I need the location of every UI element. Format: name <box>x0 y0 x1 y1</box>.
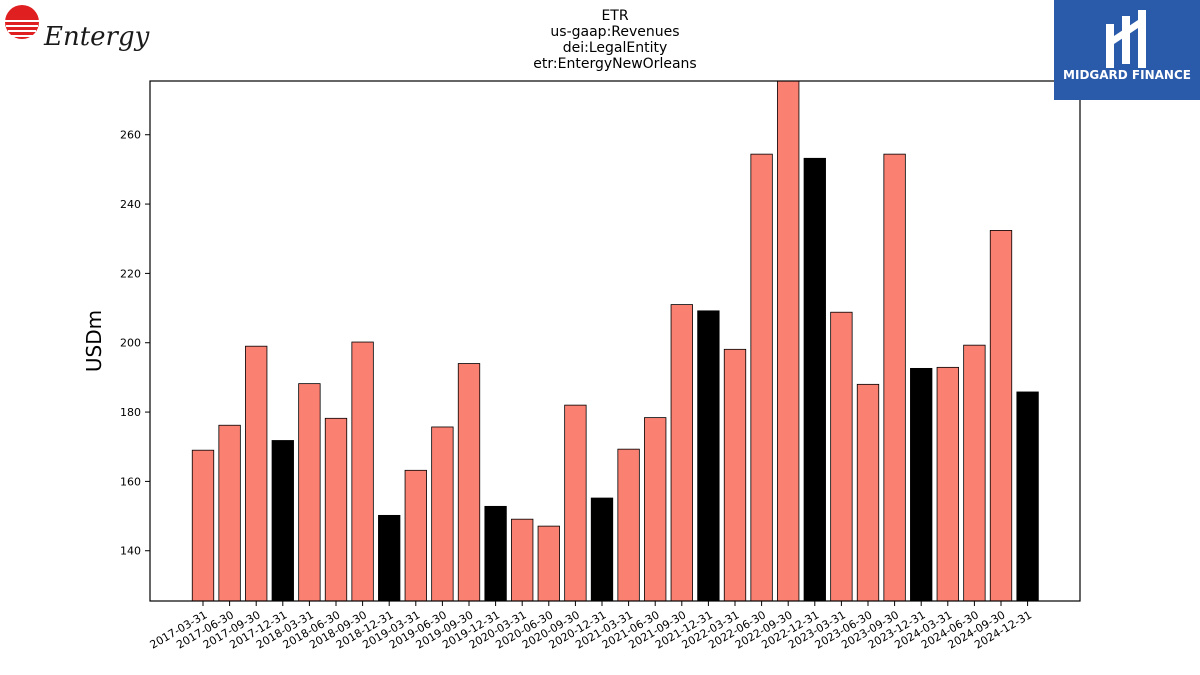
bar-2018-12-31 <box>378 514 401 601</box>
bars-group <box>191 81 1039 601</box>
bar-2019-09-30 <box>457 363 481 601</box>
bar-2018-03-31 <box>298 383 321 601</box>
y-tick-label: 240 <box>120 198 141 211</box>
bar-2020-03-31 <box>511 518 534 601</box>
title-line-1: ETR <box>601 8 628 24</box>
y-tick-label: 220 <box>120 267 141 280</box>
bar-2019-06-30 <box>431 426 454 601</box>
bar-2024-06-30 <box>963 344 986 601</box>
bar-2017-09-30 <box>245 345 268 601</box>
bar-2017-03-31 <box>191 449 215 601</box>
y-axis-ticks: 140 160 180 200 220 240 260 <box>120 129 150 558</box>
plot-frame <box>149 80 1081 602</box>
y-tick-label: 140 <box>120 545 141 558</box>
bar-2017-12-31 <box>271 440 294 601</box>
bar-2024-09-30 <box>989 230 1013 601</box>
chart-title: ETR us-gaap:Revenues dei:LegalEntity etr… <box>533 8 696 72</box>
y-tick-label: 260 <box>120 129 141 142</box>
y-tick-label: 200 <box>120 337 141 350</box>
entergy-wordmark: Entergy <box>44 22 150 52</box>
bar-2020-12-31 <box>590 497 614 601</box>
bar-2018-06-30 <box>324 417 348 601</box>
y-tick-label: 160 <box>120 475 141 488</box>
bar-2024-03-31 <box>936 366 959 601</box>
bar-2023-12-31 <box>910 367 933 601</box>
bar-2021-12-31 <box>697 310 720 601</box>
bar-2021-03-31 <box>617 448 640 601</box>
midgard-wordmark: MIDGARD FINANCE <box>1063 68 1191 82</box>
bar-2019-12-31 <box>484 505 507 601</box>
bar-2023-03-31 <box>830 311 853 601</box>
bar-2020-09-30 <box>564 404 587 601</box>
bar-2023-09-30 <box>883 153 906 601</box>
bar-2019-03-31 <box>404 469 427 601</box>
entergy-logo: Entergy <box>4 4 149 60</box>
bar-2017-06-30 <box>218 424 241 601</box>
bar-2024-12-31 <box>1016 391 1039 601</box>
title-line-4: etr:EntergyNewOrleans <box>533 56 696 72</box>
entergy-sun-icon <box>5 5 39 39</box>
bar-2018-09-30 <box>351 341 374 601</box>
y-axis-label: USDm <box>82 310 106 372</box>
x-axis-ticks: 2017-03-312017-06-302017-09-302017-12-31… <box>148 601 1034 652</box>
title-line-3: dei:LegalEntity <box>563 40 668 56</box>
bar-2023-06-30 <box>856 383 880 601</box>
midgard-emblem-icon <box>1106 10 1146 68</box>
bar-2022-09-30 <box>777 81 800 601</box>
midgard-finance-logo: MIDGARD FINANCE <box>1054 0 1200 100</box>
bar-2022-12-31 <box>803 157 826 601</box>
title-line-2: us-gaap:Revenues <box>550 24 679 40</box>
bar-2021-06-30 <box>644 417 667 601</box>
bar-2021-09-30 <box>670 304 693 601</box>
bar-2022-06-30 <box>750 153 773 601</box>
bar-2022-03-31 <box>723 348 747 601</box>
y-tick-label: 180 <box>120 406 141 419</box>
bar-2020-06-30 <box>537 525 560 601</box>
